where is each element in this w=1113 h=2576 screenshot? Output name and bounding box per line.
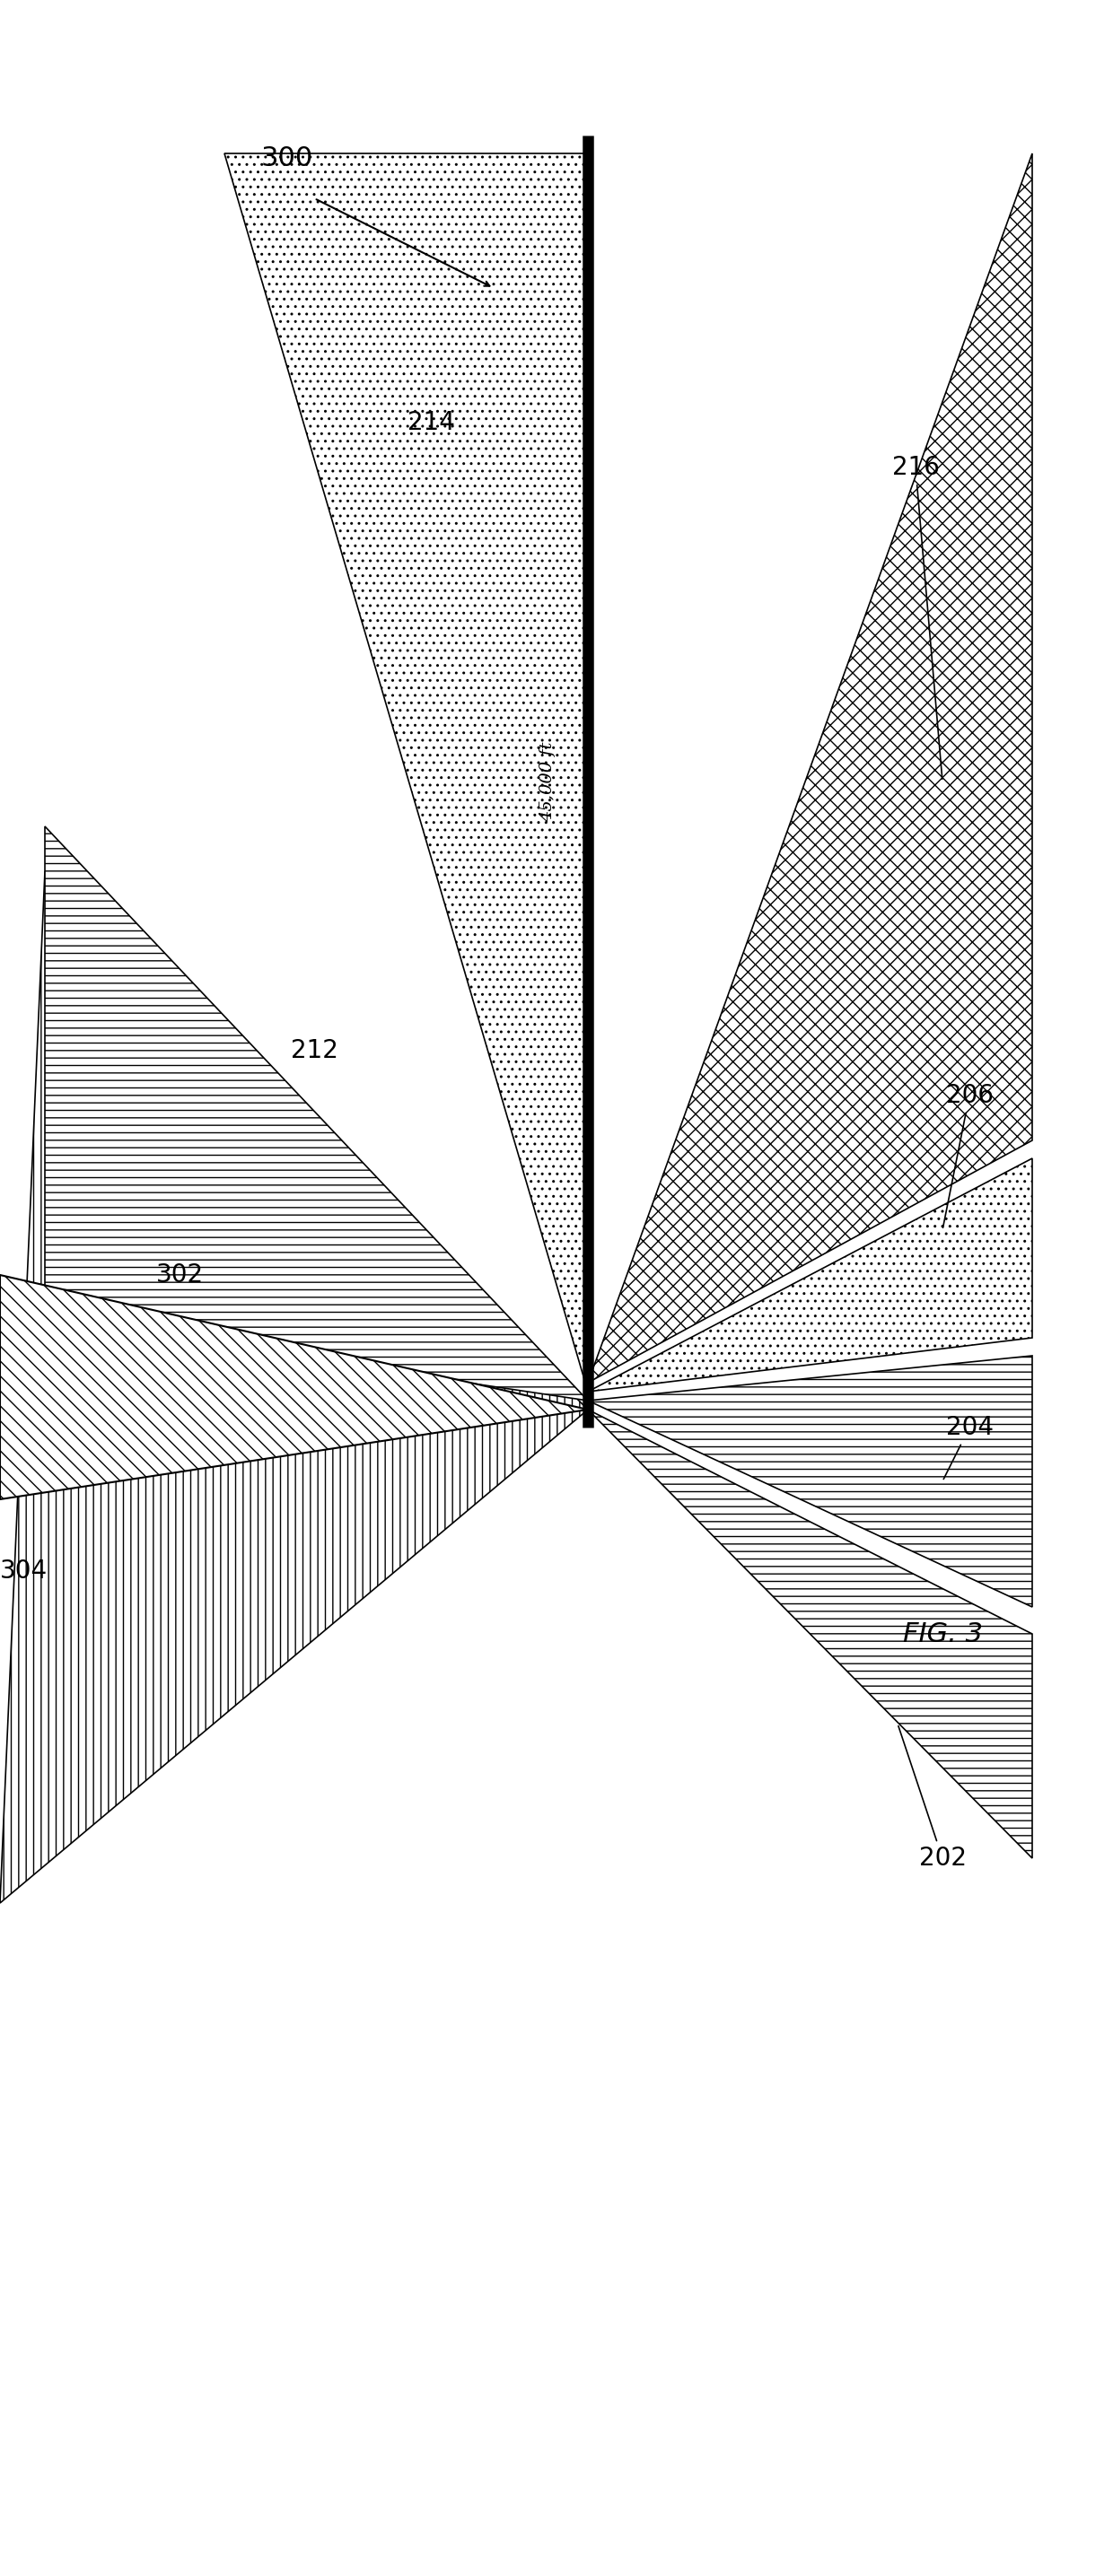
Text: 202: 202 [898, 1726, 966, 1870]
Text: 206: 206 [943, 1082, 993, 1229]
Text: 214: 214 [407, 410, 454, 435]
Text: 304: 304 [0, 1558, 48, 1584]
Text: 212: 212 [290, 1038, 338, 1064]
Polygon shape [588, 1409, 1032, 1857]
Text: 302: 302 [156, 1262, 204, 1288]
Polygon shape [0, 1275, 588, 1499]
Polygon shape [588, 155, 1032, 1383]
Text: 45,000 ft: 45,000 ft [540, 742, 555, 822]
Polygon shape [45, 827, 588, 1401]
Polygon shape [588, 1355, 1032, 1607]
Text: 300: 300 [262, 144, 314, 173]
Text: FIG. 3: FIG. 3 [903, 1620, 983, 1646]
Polygon shape [225, 155, 588, 1391]
Text: 216: 216 [892, 456, 943, 778]
Polygon shape [588, 1159, 1032, 1391]
Polygon shape [0, 871, 588, 1904]
Text: 204: 204 [944, 1414, 993, 1479]
